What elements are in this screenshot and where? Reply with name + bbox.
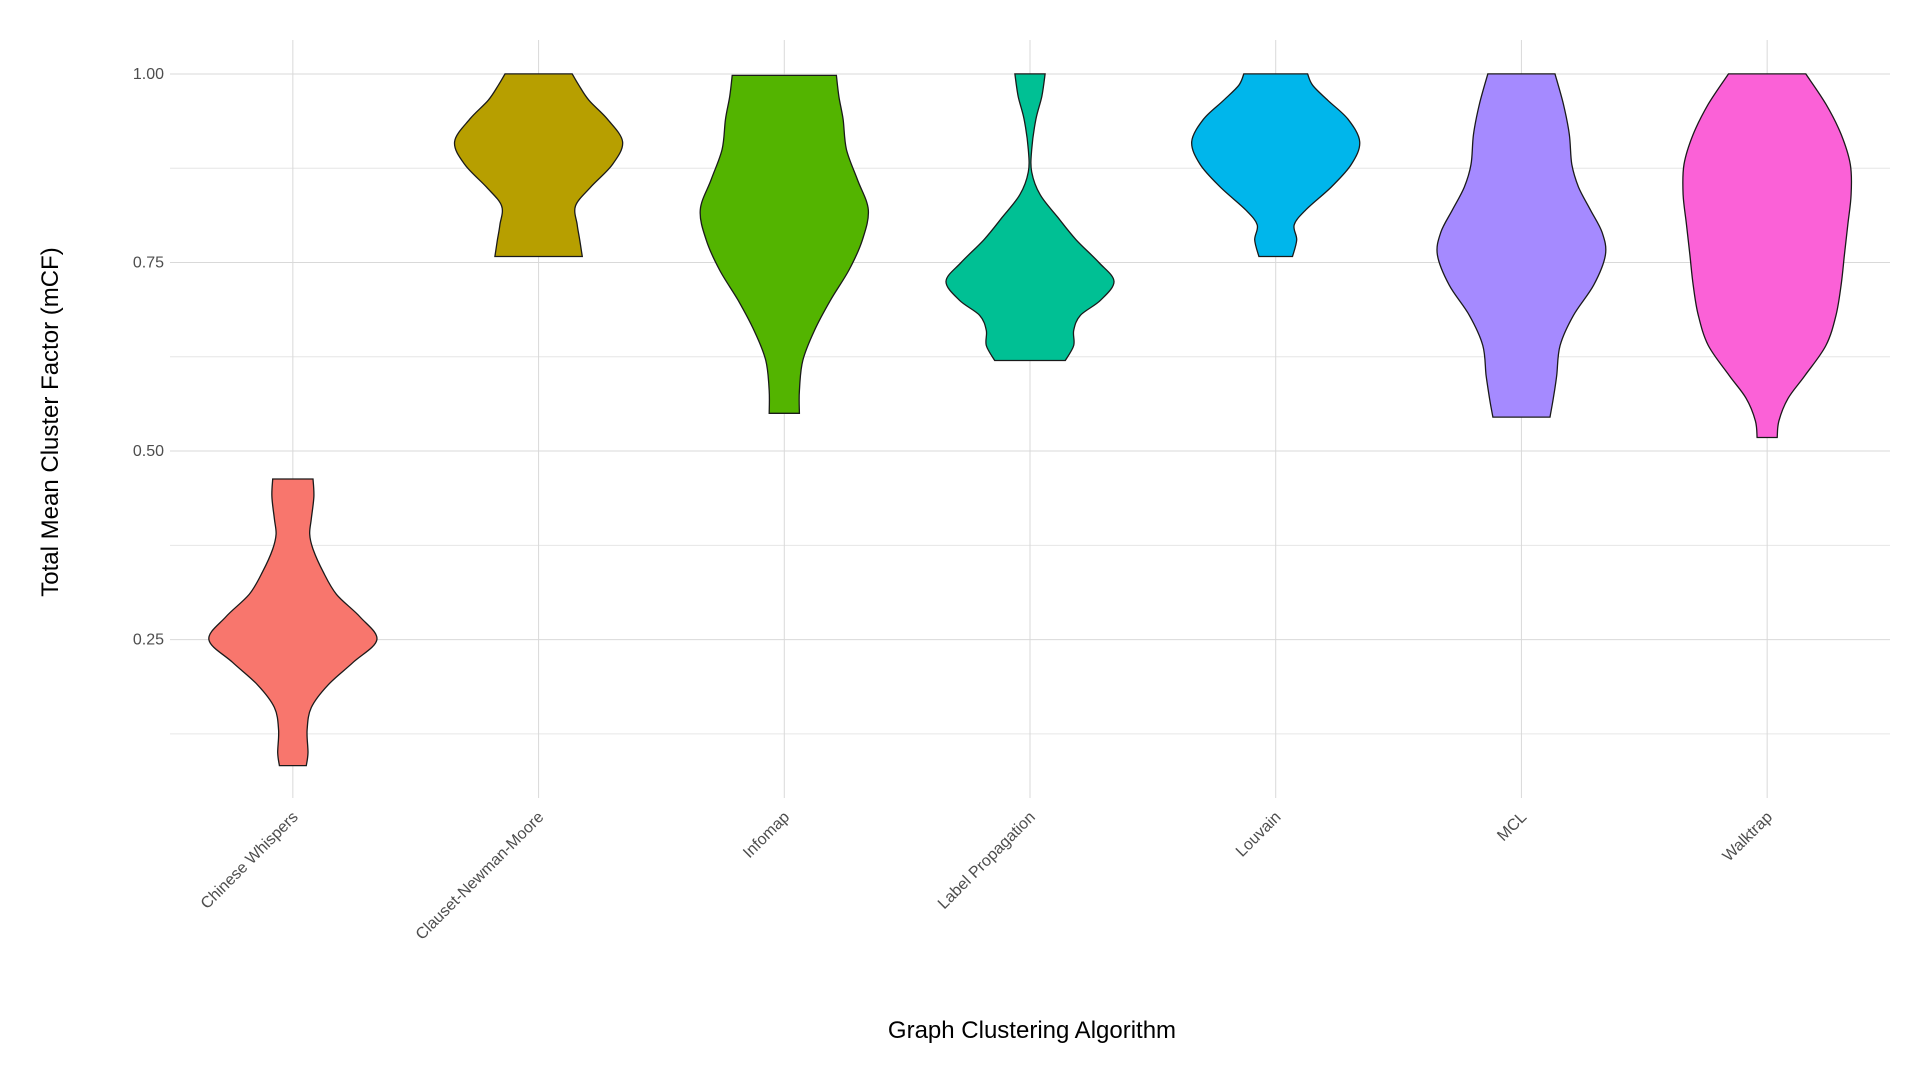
y-tick-label: 0.25: [133, 632, 164, 649]
x-tick-label: MCL: [1494, 809, 1530, 845]
x-tick-label: Infomap: [740, 809, 793, 862]
y-tick-labels: 0.25 0.50 0.75 1.00: [133, 66, 164, 649]
violin-chinese-whispers: [208, 478, 378, 767]
x-tick-label: Clauset-Newman-Moore: [413, 809, 548, 944]
y-tick-label: 0.50: [133, 443, 164, 460]
x-axis-title: Graph Clustering Algorithm: [888, 1017, 1176, 1044]
violin-infomap: [699, 74, 870, 414]
violin-label-propagation: [945, 73, 1115, 362]
violin-clauset-newman-moore: [453, 73, 624, 258]
violin-walktrap: [1682, 73, 1853, 439]
x-tick-label: Label Propagation: [935, 809, 1039, 913]
y-axis-title: Total Mean Cluster Factor (mCF): [37, 247, 64, 596]
x-tick-label: Chinese Whispers: [198, 809, 302, 913]
violin-louvain: [1191, 73, 1361, 258]
x-tick-label: Walktrap: [1720, 809, 1776, 865]
violin-layer: [208, 73, 1853, 767]
x-tick-label: Louvain: [1233, 809, 1285, 861]
x-tick-labels: Chinese Whispers Clauset-Newman-Moore Info…: [198, 809, 1776, 944]
violin-mcl: [1436, 73, 1607, 418]
y-tick-label: 1.00: [133, 66, 164, 83]
y-tick-label: 0.75: [133, 254, 164, 271]
